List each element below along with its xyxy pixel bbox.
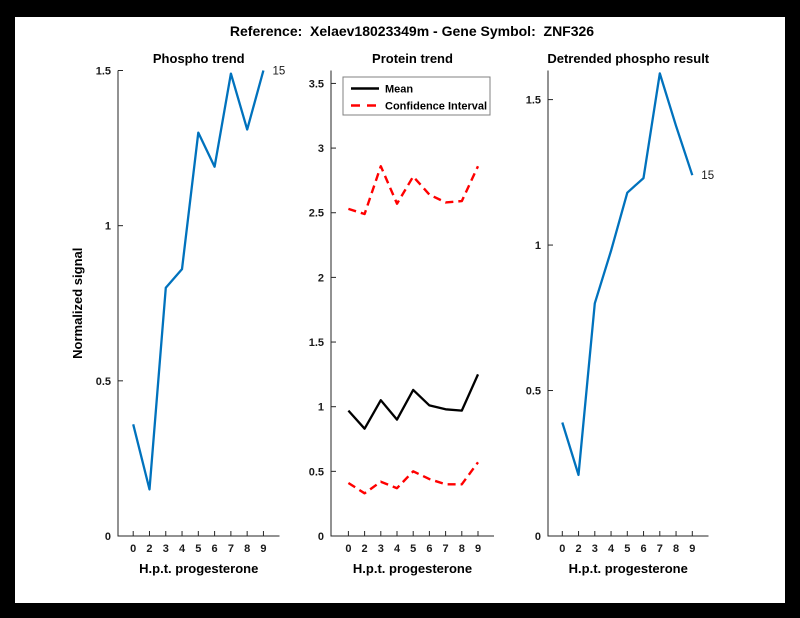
y-tick-label: 3 — [318, 143, 324, 155]
x-tick-label: 8 — [673, 543, 679, 555]
x-axis-label: H.p.t. progesterone — [569, 561, 688, 576]
series-confidence-upper — [348, 164, 480, 216]
y-tick-label: 1.5 — [526, 95, 541, 107]
x-tick-label: 0 — [130, 543, 136, 555]
y-tick-label: 0.5 — [526, 386, 541, 398]
subplot-title: Protein trend — [372, 51, 453, 66]
y-tick-label: 1.5 — [309, 337, 324, 349]
x-tick-label: 2 — [146, 543, 152, 555]
y-tick-label: 3.5 — [309, 78, 324, 90]
y-tick-label: 0 — [535, 531, 541, 543]
x-tick-label: 7 — [228, 543, 234, 555]
x-tick-label: 8 — [459, 543, 465, 555]
y-tick-label: 0 — [105, 531, 111, 543]
legend-label: Mean — [385, 84, 413, 96]
x-tick-label: 2 — [362, 543, 368, 555]
x-tick-label: 5 — [410, 543, 416, 555]
x-tick-label: 0 — [345, 543, 351, 555]
x-tick-label: 3 — [163, 543, 169, 555]
x-tick-label: 9 — [689, 543, 695, 555]
y-tick-label: 1 — [535, 240, 541, 252]
subplot-title: Detrended phospho result — [547, 51, 709, 66]
x-tick-label: 5 — [624, 543, 630, 555]
x-tick-label: 6 — [426, 543, 432, 555]
legend-box — [342, 76, 491, 116]
axes-spines — [330, 70, 494, 537]
x-tick-label: 7 — [443, 543, 449, 555]
legend: Mean Confidence Interval — [342, 76, 491, 116]
y-tick-label: 0.5 — [96, 376, 111, 388]
series-phospho-signal — [132, 70, 265, 491]
end-point-label: 15 — [272, 66, 285, 78]
y-tick-label: 0 — [318, 531, 324, 543]
y-tick-label: 2 — [318, 272, 324, 284]
x-tick-label: 5 — [195, 543, 201, 555]
x-tick-label: 3 — [592, 543, 598, 555]
y-tick-label: 1.5 — [96, 66, 111, 78]
axes-spines — [117, 70, 280, 537]
figure-canvas: Reference: Xelaev18023349m - Gene Symbol… — [15, 17, 785, 603]
x-tick-label: 4 — [179, 543, 186, 555]
x-tick-label: 6 — [212, 543, 218, 555]
series-mean — [347, 373, 480, 430]
x-tick-label: 6 — [640, 543, 646, 555]
y-axis-label: Normalized signal — [70, 248, 85, 359]
x-tick-label: 4 — [394, 543, 401, 555]
y-tick-label: 2.5 — [309, 208, 324, 220]
figure-title: Reference: Xelaev18023349m - Gene Symbol… — [229, 23, 595, 39]
series-detrended-phospho — [561, 72, 694, 477]
legend-label: Confidence Interval — [385, 101, 487, 113]
y-tick-label: 1 — [105, 221, 111, 233]
x-tick-label: 2 — [575, 543, 581, 555]
x-axis-label: H.p.t. progesterone — [139, 561, 258, 576]
series-confidence-lower — [347, 461, 479, 495]
x-tick-label: 0 — [559, 543, 565, 555]
x-tick-label: 8 — [244, 543, 250, 555]
subplot-title: Phospho trend — [153, 51, 245, 66]
x-tick-label: 9 — [260, 543, 266, 555]
y-tick-label: 1 — [318, 402, 324, 414]
x-tick-label: 7 — [657, 543, 663, 555]
x-tick-label: 4 — [608, 543, 615, 555]
x-tick-label: 9 — [475, 543, 481, 555]
axes-spines — [547, 70, 709, 537]
end-point-label: 15 — [701, 170, 714, 182]
x-tick-label: 3 — [378, 543, 384, 555]
y-tick-label: 0.5 — [309, 466, 324, 478]
x-axis-label: H.p.t. progesterone — [353, 561, 472, 576]
